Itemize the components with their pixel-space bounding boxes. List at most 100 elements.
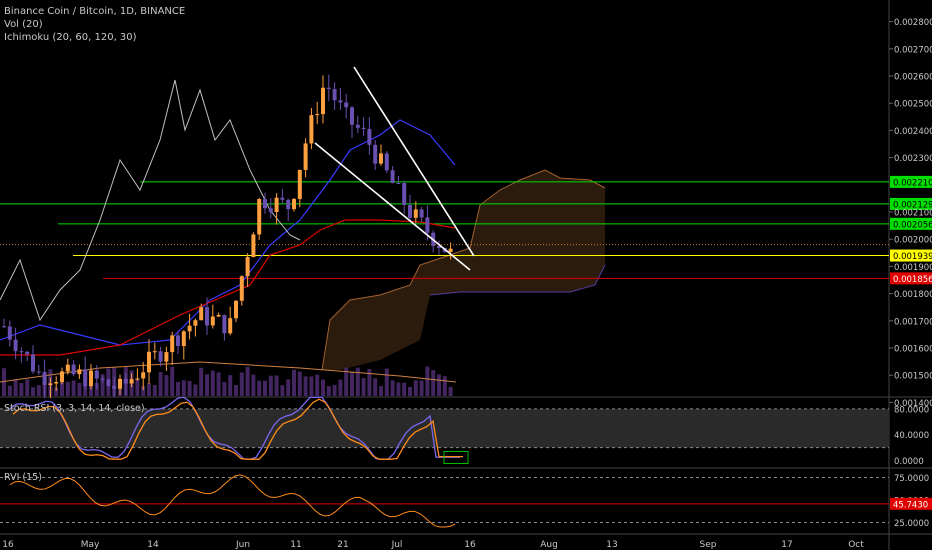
volume-bar (25, 379, 30, 396)
candle-body (112, 385, 117, 389)
rvi-current-badge (890, 497, 932, 510)
volume-bar (7, 385, 12, 396)
volume-bar (135, 378, 140, 396)
candle-body (71, 364, 76, 375)
candle-body (361, 127, 366, 130)
candle-body (367, 129, 372, 145)
candle-body (222, 314, 227, 334)
candle-body (42, 372, 47, 385)
volume-bar (234, 385, 238, 396)
volume-bar (31, 387, 35, 396)
price-level-badge (890, 197, 932, 210)
candle-body (205, 307, 209, 326)
candle-body (48, 383, 53, 385)
candle-body (384, 153, 389, 171)
horizontal-levels[interactable]: 0.00221070.00212970.00205650.00193990.00… (0, 175, 932, 285)
rvi-line (9, 474, 456, 528)
volume-bar (280, 385, 285, 396)
volume-bar (292, 369, 296, 396)
candle-body (332, 89, 337, 101)
candle-body (326, 87, 331, 90)
volume-bar (199, 367, 204, 396)
candle-body (129, 379, 134, 384)
candle-body (309, 115, 314, 144)
candle-body (257, 199, 262, 235)
volume-bar (384, 368, 389, 396)
candle-body (437, 245, 441, 248)
rvi-title[interactable]: RVI (15) (4, 472, 42, 483)
candle-body (77, 369, 82, 375)
symbol-title[interactable]: Binance Coin / Bitcoin, 1D, BINANCE (4, 6, 186, 17)
volume-bar (448, 386, 453, 396)
volume-bar (54, 387, 59, 396)
volume-legend[interactable]: Vol (20) (4, 19, 43, 30)
volume-bar (147, 383, 151, 396)
candle-body (297, 169, 302, 199)
falling-wedge-drawing[interactable] (314, 66, 475, 271)
volume-bar (141, 386, 146, 396)
rvi-tick-label: 75.0000 (894, 474, 929, 484)
volume-bar (309, 376, 314, 396)
candle-body (141, 372, 146, 379)
candle-body (413, 209, 418, 218)
time-tick-label: 14 (147, 540, 159, 550)
volume-bar (245, 366, 250, 396)
candle-body (176, 335, 180, 347)
ichimoku-lines (0, 79, 456, 356)
candle-body (292, 198, 296, 210)
candle-body (118, 378, 122, 389)
time-tick-label: 17 (781, 540, 792, 550)
volume-bar (344, 367, 349, 396)
price-level-badge (890, 249, 932, 262)
candle-body (60, 371, 64, 382)
candle-body (94, 370, 99, 379)
stoch-tick-label: 40.0000 (894, 431, 929, 441)
candle-body (210, 316, 215, 326)
volume-bar (176, 381, 180, 396)
candle-body (355, 124, 360, 128)
volume-bar (402, 382, 407, 396)
candle-body (274, 197, 279, 213)
volume-bar (60, 376, 64, 396)
volume-bar (437, 374, 441, 396)
volume-bar (367, 368, 372, 396)
volume-bar (239, 372, 244, 396)
candle-body (36, 371, 41, 373)
candle-body (54, 381, 59, 384)
stoch-tick-label: 80.0000 (894, 405, 929, 415)
volume-bar (2, 368, 6, 396)
volume-bar (228, 375, 233, 396)
candle-body (228, 318, 233, 334)
rvi-tick-label: 25.0000 (894, 519, 929, 529)
stoch-rsi-title[interactable]: Stoch RSI (3, 3, 14, 14, close) (4, 403, 145, 414)
stoch-d-line (12, 398, 463, 460)
volume-bar (170, 366, 175, 396)
candle-body (199, 307, 204, 321)
volume-bar (222, 381, 227, 396)
volume-bar (77, 382, 82, 396)
candle-body (83, 369, 88, 387)
senkou-a-line (321, 169, 606, 371)
stoch-tick-label: 0.0000 (894, 457, 924, 467)
time-axis[interactable]: 16 May 14 Jun 11 21 Jul 16 Aug 13 Sep 17 Oct (2, 540, 864, 550)
kijun-line (0, 219, 456, 356)
price-level-badge (890, 217, 932, 230)
candle-body (216, 314, 221, 317)
time-tick-label: Sep (700, 540, 717, 550)
volume-bar (286, 379, 291, 396)
ichimoku-legend[interactable]: Ichimoku (20, 60, 120, 30) (4, 32, 137, 43)
tenkan-line (0, 119, 456, 346)
candle-body (321, 87, 325, 115)
ichimoku-cloud (321, 169, 606, 371)
time-tick-label: 13 (606, 540, 617, 550)
price-level-badge-label: 0.0022107 (893, 178, 932, 188)
candle-body (338, 100, 343, 103)
volume-bar (332, 384, 337, 396)
volume-bar (321, 379, 325, 396)
volume-bar (297, 371, 302, 396)
